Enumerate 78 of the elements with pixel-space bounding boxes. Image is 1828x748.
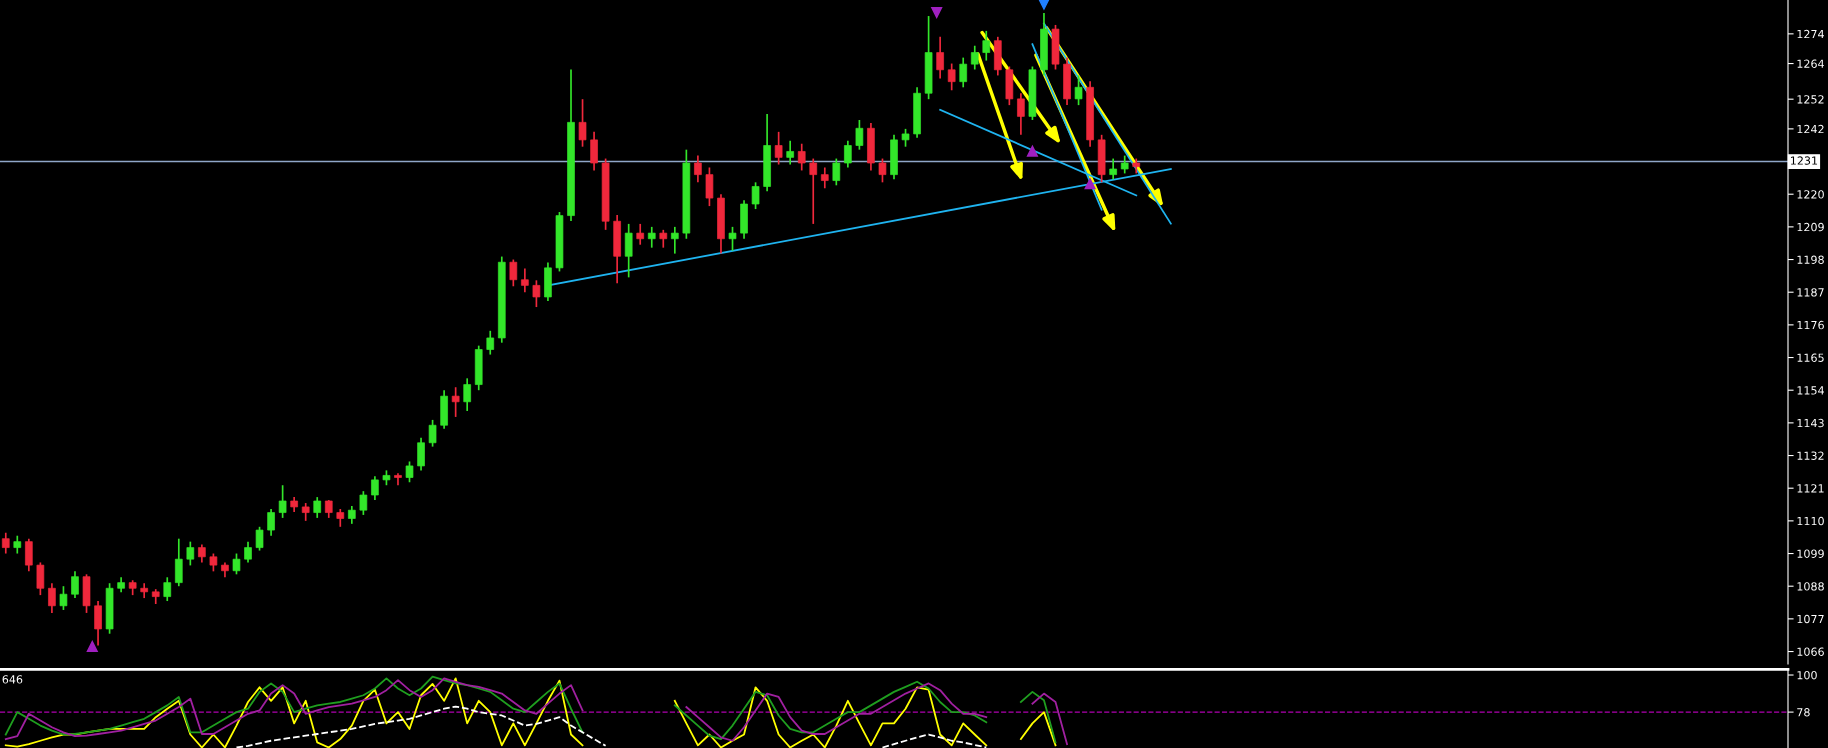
candlestick (774, 131, 783, 166)
candlestick (855, 119, 864, 151)
candlestick (71, 570, 79, 599)
candlestick (820, 166, 829, 190)
y-tick-label: 1274 (1797, 29, 1824, 39)
candlestick (278, 484, 287, 519)
candlestick (463, 377, 471, 412)
candlestick (959, 56, 968, 89)
y-tick-label: 1066 (1797, 647, 1824, 656)
y-tick-label: 1165 (1797, 353, 1824, 362)
y-tick-label: 1187 (1797, 288, 1824, 297)
candlestick (359, 490, 368, 516)
candlestick (705, 166, 714, 207)
y-tick-label: 1110 (1797, 516, 1824, 526)
y-tick-label: 1121 (1797, 484, 1824, 493)
candlestick (786, 139, 794, 166)
candlestick (947, 62, 956, 92)
annotation: 646 (2, 675, 23, 684)
y-tick-label: 1143 (1797, 418, 1824, 428)
y-tick-label: 100 (1797, 671, 1817, 680)
candlestick (417, 436, 425, 472)
candlestick (394, 472, 402, 487)
candlestick (267, 508, 275, 537)
candlestick (94, 600, 102, 647)
candlestick (832, 157, 841, 187)
y-tick-label: 1209 (1797, 222, 1824, 232)
candlestick (232, 552, 241, 576)
candlestick (532, 279, 541, 308)
candlestick (48, 582, 56, 614)
candlestick (728, 226, 737, 252)
y-tick-label: 1176 (1797, 320, 1824, 330)
candlestick (970, 44, 979, 71)
candlestick (1074, 74, 1083, 106)
candlestick (1017, 92, 1025, 136)
candlestick (405, 460, 414, 484)
y-tick-label: 1220 (1797, 190, 1824, 199)
candlestick (590, 131, 598, 172)
candlestick (878, 157, 887, 184)
candlestick (486, 329, 495, 356)
y-tick-label: 78 (1797, 708, 1810, 717)
candlestick (936, 35, 944, 80)
candlestick (751, 181, 760, 210)
candlestick (244, 540, 252, 564)
candlestick (313, 496, 322, 519)
candlestick (509, 258, 518, 288)
y-tick-label: 1252 (1797, 95, 1824, 104)
candlestick (982, 30, 991, 62)
y-tick-label: 1132 (1797, 451, 1824, 460)
candlestick (174, 537, 183, 588)
candlestick (1, 531, 10, 555)
candlestick (636, 223, 645, 246)
candlestick (809, 157, 818, 225)
candlestick (36, 561, 45, 596)
candlestick (844, 139, 852, 169)
candlestick (25, 537, 33, 573)
ref-line-label: 1231 (1791, 156, 1818, 165)
candlestick (624, 223, 633, 279)
candlestick (186, 540, 195, 567)
candlestick (255, 525, 264, 552)
candlestick (694, 154, 702, 184)
candlestick (1109, 157, 1117, 181)
candlestick (428, 419, 437, 448)
y-tick-label: 1154 (1797, 386, 1824, 395)
candlestick (451, 386, 460, 418)
candlestick (521, 267, 529, 294)
y-tick-label: 1077 (1797, 614, 1824, 624)
y-tick-label: 1088 (1797, 582, 1824, 591)
candlestick (59, 585, 68, 611)
y-tick-label: 1099 (1797, 549, 1824, 558)
y-tick-label: 1198 (1797, 255, 1824, 264)
candlestick (647, 226, 656, 249)
candlestick (797, 142, 806, 172)
y-tick-label: 1264 (1797, 59, 1824, 68)
candlestick (578, 98, 587, 148)
candlestick (671, 226, 679, 255)
y-tick-label: 1242 (1797, 124, 1824, 134)
candlestick (163, 576, 172, 602)
candlestick (371, 475, 379, 501)
